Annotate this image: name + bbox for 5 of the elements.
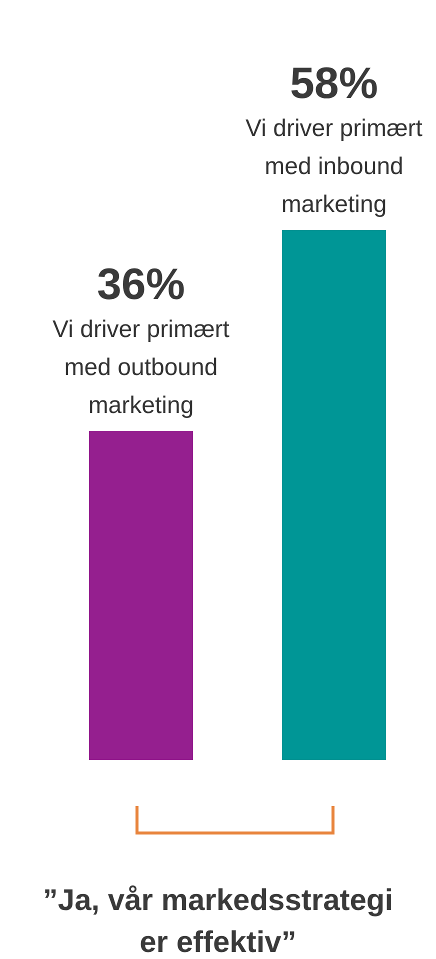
data-label: 36%	[96, 260, 186, 310]
data-label: 58%	[290, 59, 378, 108]
text: ”Ja, vår markedsstrategi er effektiv”	[42, 884, 394, 959]
x-tick-label: Vi driver primært med inbound marketing	[246, 115, 423, 218]
x-tick-label: Vi driver primært med outbound marketing	[52, 316, 230, 420]
